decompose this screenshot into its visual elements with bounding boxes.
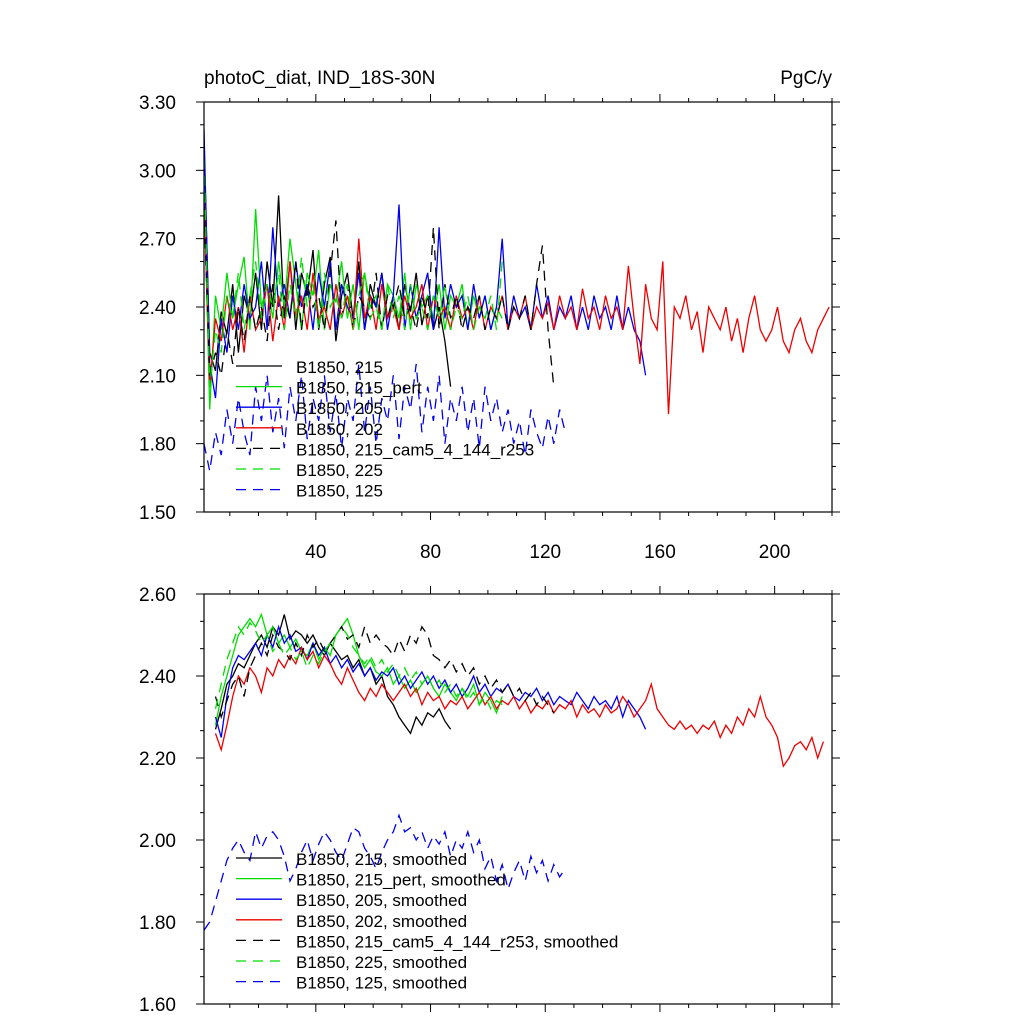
bottom-legend-label: B1850, 202, smoothed: [296, 912, 467, 931]
top-legend-label: B1850, 215_cam5_4_144_r253: [296, 440, 534, 459]
top-panel: photoC_diat, IND_18S-30N PgC/y 1.50 1.80 2…: [139, 68, 840, 563]
bottom-legend-label: B1850, 215_pert, smoothed: [296, 871, 506, 890]
bottom-legend: B1850, 215, smoothed B1850, 215_pert, smo…: [236, 850, 618, 993]
bottom-series-line-7: [204, 813, 566, 931]
bottom-legend-label: B1850, 215, smoothed: [296, 850, 467, 869]
top-series-line-7: [204, 363, 566, 472]
top-legend-label: B1850, 125: [296, 482, 383, 501]
bottom-plot-frame: [203, 593, 833, 1005]
bottom-ytick-label: 1.80: [139, 913, 176, 934]
top-ytick-label: 1.80: [139, 435, 176, 456]
bottom-series-group: [204, 612, 825, 931]
bottom-ytick-label: 1.60: [139, 995, 176, 1016]
top-series-line-1: [204, 142, 452, 387]
bottom-series-line-5: [214, 624, 555, 720]
top-series-line-4: [204, 193, 830, 415]
top-ytick-label: 3.00: [139, 161, 176, 182]
top-series-line-3: [204, 129, 647, 399]
top-xtick-label: 80: [420, 542, 441, 563]
top-xtick-label: 40: [305, 542, 326, 563]
top-panel-title: photoC_diat, IND_18S-30N: [204, 68, 435, 89]
bottom-ytick-label: 2.20: [139, 749, 176, 770]
top-series-line-5: [204, 204, 555, 387]
bottom-series-line-4: [214, 645, 825, 768]
bottom-series-line-6: [214, 621, 503, 711]
top-ytick-label: 2.10: [139, 366, 176, 387]
top-legend-label: B1850, 215_pert: [296, 379, 422, 398]
bottom-series-line-2: [214, 612, 503, 726]
top-ytick-label: 1.50: [139, 503, 176, 524]
top-legend-label: B1850, 205: [296, 399, 383, 418]
top-ytick-label: 2.40: [139, 298, 176, 319]
top-xtick-label: 160: [644, 542, 676, 563]
bottom-ytick-label: 2.40: [139, 667, 176, 688]
bottom-ytick-label: 2.00: [139, 831, 176, 852]
bottom-legend-label: B1850, 125, smoothed: [296, 974, 467, 993]
bottom-panel: 1.60 1.80 2.00 2.20 2.40 2.60 B1850, 215, smoo…: [139, 585, 840, 1016]
bottom-series-line-3: [214, 624, 647, 738]
bottom-legend-label: B1850, 205, smoothed: [296, 891, 467, 910]
top-legend-label: B1850, 225: [296, 461, 383, 480]
top-series-group: [204, 129, 830, 472]
top-series-line-2: [204, 181, 503, 410]
bottom-legend-label: B1850, 215_cam5_4_144_r253, smoothed: [296, 932, 618, 951]
bottom-ytick-label: 2.60: [139, 585, 176, 606]
top-ytick-label: 2.70: [139, 230, 176, 251]
bottom-legend-label: B1850, 225, smoothed: [296, 953, 467, 972]
top-legend-label: B1850, 215: [296, 358, 383, 377]
top-panel-units: PgC/y: [780, 68, 832, 89]
top-xtick-label: 200: [759, 542, 791, 563]
top-legend-label: B1850, 202: [296, 420, 383, 439]
top-xtick-label: 120: [529, 542, 561, 563]
top-ytick-label: 3.30: [139, 93, 176, 114]
top-series-line-6: [204, 158, 503, 387]
